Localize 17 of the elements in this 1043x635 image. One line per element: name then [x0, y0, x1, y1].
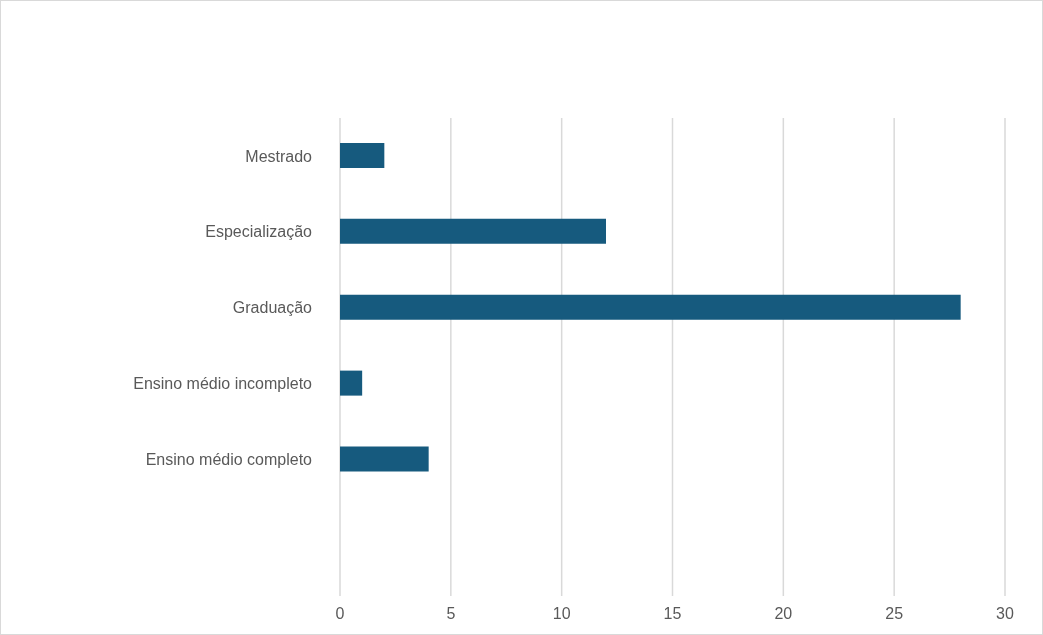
x-tick-label: 10 — [552, 605, 571, 623]
x-tick-label: 0 — [335, 605, 345, 623]
y-tick-label: Mestrado — [245, 147, 313, 165]
x-tick-label: 5 — [446, 605, 456, 623]
y-tick-label: Graduação — [232, 299, 313, 317]
bar — [340, 294, 961, 320]
y-tick-label: Ensino médio incompleto — [133, 375, 313, 393]
y-tick-label: Ensino médio completo — [145, 451, 313, 469]
x-tick-label: 25 — [885, 605, 904, 623]
bar — [340, 446, 429, 472]
x-tick-label: 30 — [996, 605, 1014, 623]
x-tick-label: 20 — [774, 605, 793, 623]
bar — [340, 218, 606, 244]
bar — [340, 143, 385, 168]
bar — [340, 370, 363, 396]
y-tick-label: Especialização — [205, 223, 313, 241]
x-tick-label: 15 — [663, 605, 682, 623]
